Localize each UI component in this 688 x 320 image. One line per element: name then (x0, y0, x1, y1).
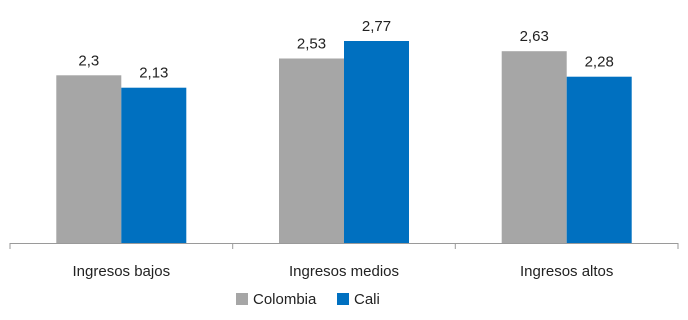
x-tick-label-1: Ingresos bajos (73, 263, 171, 280)
data-labels-layer: 2,3 2,13 2,53 2,77 2,63 2,28 (78, 18, 613, 82)
data-label-colombia-3: 2,63 (520, 28, 549, 45)
x-tick-label-3: Ingresos altos (520, 263, 613, 280)
bar-cali-1 (121, 87, 187, 243)
x-tick-label-2: Ingresos medios (289, 263, 399, 280)
legend-label-cali: Cali (354, 291, 380, 308)
bar-colombia-3 (501, 51, 567, 244)
data-label-cali-1: 2,13 (139, 65, 168, 82)
data-label-colombia-1: 2,3 (78, 52, 99, 69)
bar-colombia-1 (56, 75, 122, 243)
legend-swatch-colombia (236, 293, 248, 305)
bar-cali-2 (344, 41, 409, 243)
bar-colombia-2 (279, 58, 344, 243)
bars-layer (56, 41, 632, 244)
data-label-cali-2: 2,77 (362, 18, 391, 35)
legend: Colombia Cali (236, 291, 380, 308)
data-label-cali-3: 2,28 (585, 54, 614, 71)
data-label-colombia-2: 2,53 (297, 36, 326, 53)
x-axis: Ingresos bajos Ingresos medios Ingresos al… (9, 243, 679, 280)
legend-label-colombia: Colombia (253, 291, 317, 308)
legend-swatch-cali (337, 293, 349, 305)
bar-cali-3 (566, 76, 632, 243)
